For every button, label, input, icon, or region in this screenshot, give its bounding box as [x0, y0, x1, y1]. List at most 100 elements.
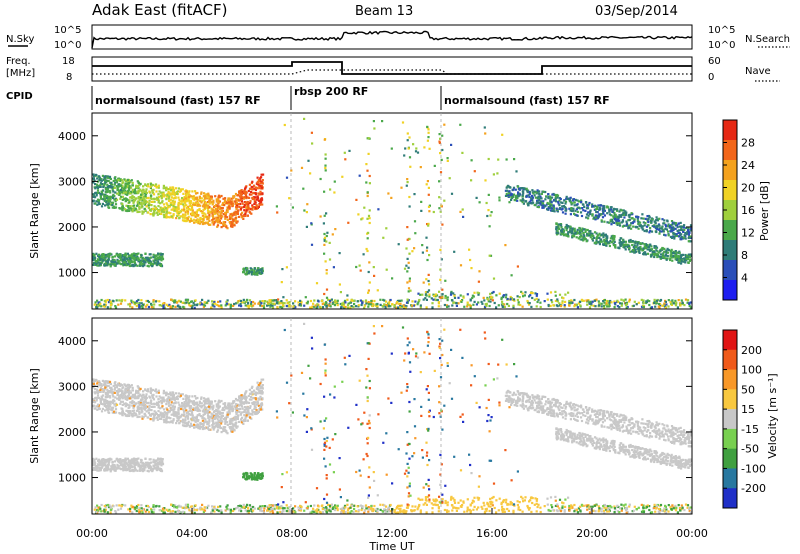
- data-pixel: [238, 195, 242, 198]
- data-pixel: [188, 404, 191, 407]
- data-pixel: [148, 199, 151, 202]
- data-pixel: [253, 184, 256, 187]
- data-pixel: [366, 237, 369, 240]
- data-pixel: [594, 218, 597, 221]
- data-pixel: [226, 423, 229, 426]
- data-pixel: [636, 243, 639, 246]
- data-pixel: [254, 272, 257, 275]
- data-pixel: [583, 235, 586, 238]
- plot-title: Adak East (fitACF): [92, 1, 227, 19]
- data-pixel: [119, 184, 122, 188]
- data-pixel: [118, 253, 121, 256]
- data-pixel: [587, 211, 590, 214]
- data-pixel: [227, 198, 230, 201]
- data-pixel: [217, 304, 220, 307]
- data-pixel: [402, 304, 405, 307]
- data-pixel: [565, 195, 568, 198]
- data-pixel: [181, 214, 185, 217]
- data-pixel: [260, 185, 263, 188]
- data-pixel: [215, 219, 218, 222]
- data-pixel: [203, 397, 206, 400]
- data-pixel: [201, 222, 204, 226]
- data-pixel: [260, 302, 263, 305]
- data-pixel: [554, 197, 557, 200]
- colorbar-swatch: [723, 280, 737, 301]
- data-pixel: [343, 151, 346, 154]
- data-pixel: [201, 419, 204, 422]
- data-pixel: [217, 195, 220, 198]
- data-pixel: [248, 183, 251, 186]
- data-pixel: [508, 186, 511, 189]
- data-pixel: [184, 214, 187, 217]
- data-pixel: [251, 180, 254, 183]
- data-pixel: [254, 393, 257, 397]
- data-pixel: [134, 207, 137, 210]
- data-pixel: [99, 258, 102, 262]
- data-pixel: [181, 219, 185, 222]
- data-pixel: [232, 213, 235, 216]
- data-pixel: [591, 203, 594, 206]
- data-pixel: [184, 419, 187, 422]
- data-pixel: [231, 225, 234, 228]
- data-pixel: [679, 254, 682, 257]
- data-pixel: [528, 295, 531, 298]
- data-pixel: [249, 201, 252, 204]
- data-pixel: [573, 227, 576, 230]
- data-pixel: [234, 425, 238, 428]
- data-pixel: [199, 210, 202, 213]
- data-pixel: [113, 183, 116, 186]
- data-pixel: [98, 175, 101, 178]
- data-pixel: [533, 194, 536, 197]
- data-pixel: [335, 300, 338, 303]
- data-pixel: [218, 426, 222, 429]
- data-pixel: [96, 185, 99, 188]
- data-pixel: [506, 194, 509, 197]
- data-pixel: [198, 195, 201, 198]
- data-pixel: [636, 242, 640, 245]
- data-pixel: [428, 283, 431, 286]
- data-pixel: [521, 197, 524, 200]
- data-pixel: [132, 196, 136, 199]
- data-pixel: [539, 202, 542, 205]
- data-pixel: [393, 304, 396, 307]
- data-pixel: [677, 255, 680, 258]
- data-pixel: [118, 299, 121, 302]
- data-pixel: [97, 253, 101, 256]
- data-pixel: [643, 229, 646, 233]
- data-pixel: [625, 220, 628, 223]
- data-pixel: [619, 244, 622, 247]
- data-pixel: [208, 200, 211, 203]
- data-pixel: [285, 266, 288, 269]
- data-pixel: [466, 301, 469, 304]
- data-pixel: [603, 298, 606, 302]
- data-pixel: [597, 204, 600, 207]
- data-pixel: [324, 260, 327, 263]
- data-pixel: [643, 246, 646, 249]
- data-pixel: [169, 403, 172, 406]
- data-pixel: [94, 257, 97, 260]
- data-pixel: [240, 421, 243, 424]
- data-pixel: [580, 298, 583, 301]
- data-pixel: [564, 233, 567, 236]
- data-pixel: [230, 221, 233, 224]
- data-pixel: [161, 396, 164, 399]
- data-pixel: [259, 181, 262, 185]
- data-pixel: [234, 200, 237, 203]
- data-pixel: [534, 196, 538, 199]
- data-pixel: [157, 256, 160, 259]
- data-pixel: [103, 199, 106, 202]
- data-pixel: [131, 204, 134, 207]
- data-pixel: [591, 213, 594, 216]
- data-pixel: [242, 267, 245, 270]
- data-pixel: [418, 298, 421, 302]
- data-pixel: [329, 188, 332, 191]
- data-pixel: [609, 206, 612, 209]
- data-pixel: [576, 210, 579, 213]
- data-pixel: [112, 179, 115, 183]
- data-pixel: [598, 302, 601, 305]
- data-pixel: [567, 291, 570, 294]
- data-pixel: [426, 246, 429, 249]
- data-pixel: [426, 180, 429, 183]
- data-pixel: [260, 186, 264, 189]
- data-pixel: [113, 263, 116, 266]
